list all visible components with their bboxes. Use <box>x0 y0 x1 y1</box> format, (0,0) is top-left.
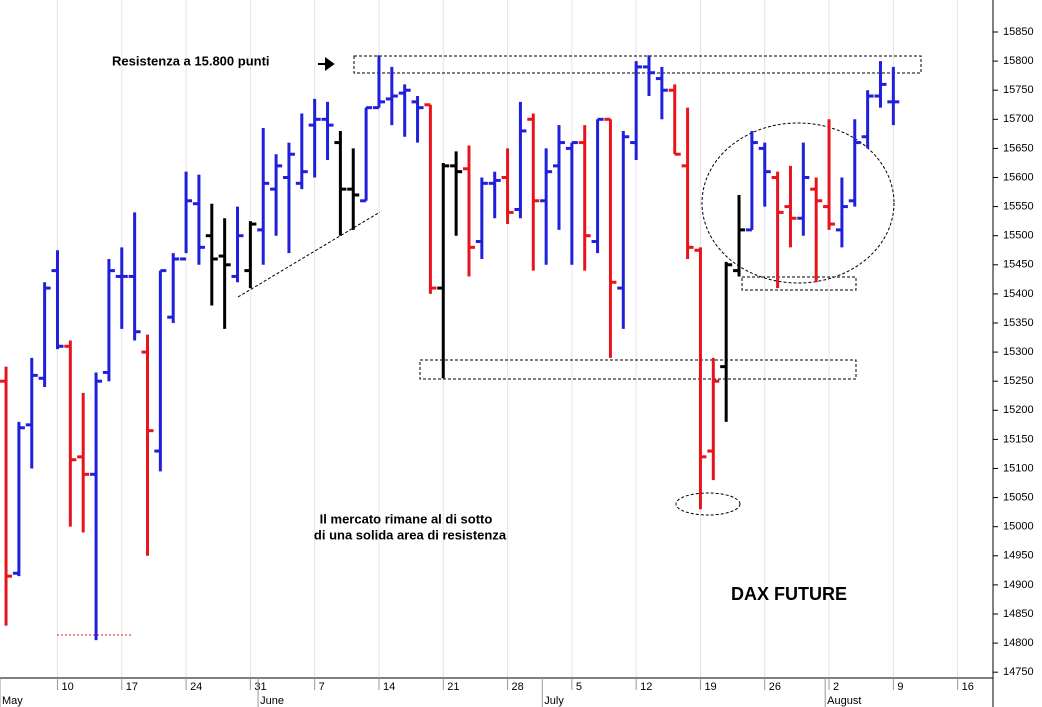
trend-line <box>237 211 381 298</box>
month-label: June <box>260 695 284 707</box>
y-tick-label: 14800 <box>1003 637 1034 649</box>
x-tick-label: 21 <box>447 681 459 693</box>
y-tick-label: 15200 <box>1003 404 1034 416</box>
x-tick-label: 28 <box>512 681 524 693</box>
low-ellipse <box>675 492 741 516</box>
y-tick-label: 15600 <box>1003 171 1034 183</box>
y-tick-label: 15250 <box>1003 375 1034 387</box>
x-tick-label: 16 <box>962 681 974 693</box>
y-tick-label: 15050 <box>1003 491 1034 503</box>
y-tick-label: 14950 <box>1003 550 1034 562</box>
arrow <box>318 57 335 71</box>
grid <box>56 0 959 678</box>
y-tick-label: 15350 <box>1003 317 1034 329</box>
annotation: Resistenza a 15.800 punti <box>112 53 270 68</box>
y-tick-label: 14750 <box>1003 666 1034 678</box>
x-tick-label: 2 <box>833 681 839 693</box>
y-tick-label: 14900 <box>1003 579 1034 591</box>
y-tick-label: 15000 <box>1003 521 1034 533</box>
y-tick-label: 15300 <box>1003 346 1034 358</box>
y-tick-label: 15400 <box>1003 288 1034 300</box>
y-tick-label: 15100 <box>1003 462 1034 474</box>
x-tick-label: 7 <box>319 681 325 693</box>
chart-label: DAX FUTURE <box>731 584 847 604</box>
y-tick-label: 15650 <box>1003 142 1034 154</box>
x-tick-label: 17 <box>126 681 138 693</box>
month-label: August <box>827 695 861 707</box>
y-tick-label: 15800 <box>1003 55 1034 67</box>
y-tick-label: 15850 <box>1003 26 1034 38</box>
x-tick-label: 26 <box>769 681 781 693</box>
x-tick-label: 24 <box>190 681 202 693</box>
x-tick-label: 19 <box>704 681 716 693</box>
bars <box>0 55 900 641</box>
x-tick-label: 5 <box>576 681 582 693</box>
x-tick-label: 9 <box>897 681 903 693</box>
y-tick-label: 15450 <box>1003 259 1034 271</box>
annotation: di una solida area di resistenza <box>314 527 507 542</box>
consolidation-ellipse <box>701 122 895 284</box>
x-tick-label: 14 <box>383 681 395 693</box>
overlay-shapes <box>237 55 922 516</box>
support-box <box>419 359 857 380</box>
support-box <box>741 276 857 291</box>
annotation: Il mercato rimane al di sotto <box>320 511 493 526</box>
x-tick-label: 31 <box>254 681 266 693</box>
y-tick-label: 15550 <box>1003 201 1034 213</box>
y-tick-label: 15150 <box>1003 433 1034 445</box>
y-tick-label: 14850 <box>1003 608 1034 620</box>
month-label: July <box>544 695 564 707</box>
x-tick-label: 12 <box>640 681 652 693</box>
month-label: May <box>2 695 23 707</box>
y-tick-label: 15500 <box>1003 230 1034 242</box>
y-tick-label: 15700 <box>1003 113 1034 125</box>
x-tick-label: 10 <box>61 681 73 693</box>
y-tick-label: 15750 <box>1003 84 1034 96</box>
